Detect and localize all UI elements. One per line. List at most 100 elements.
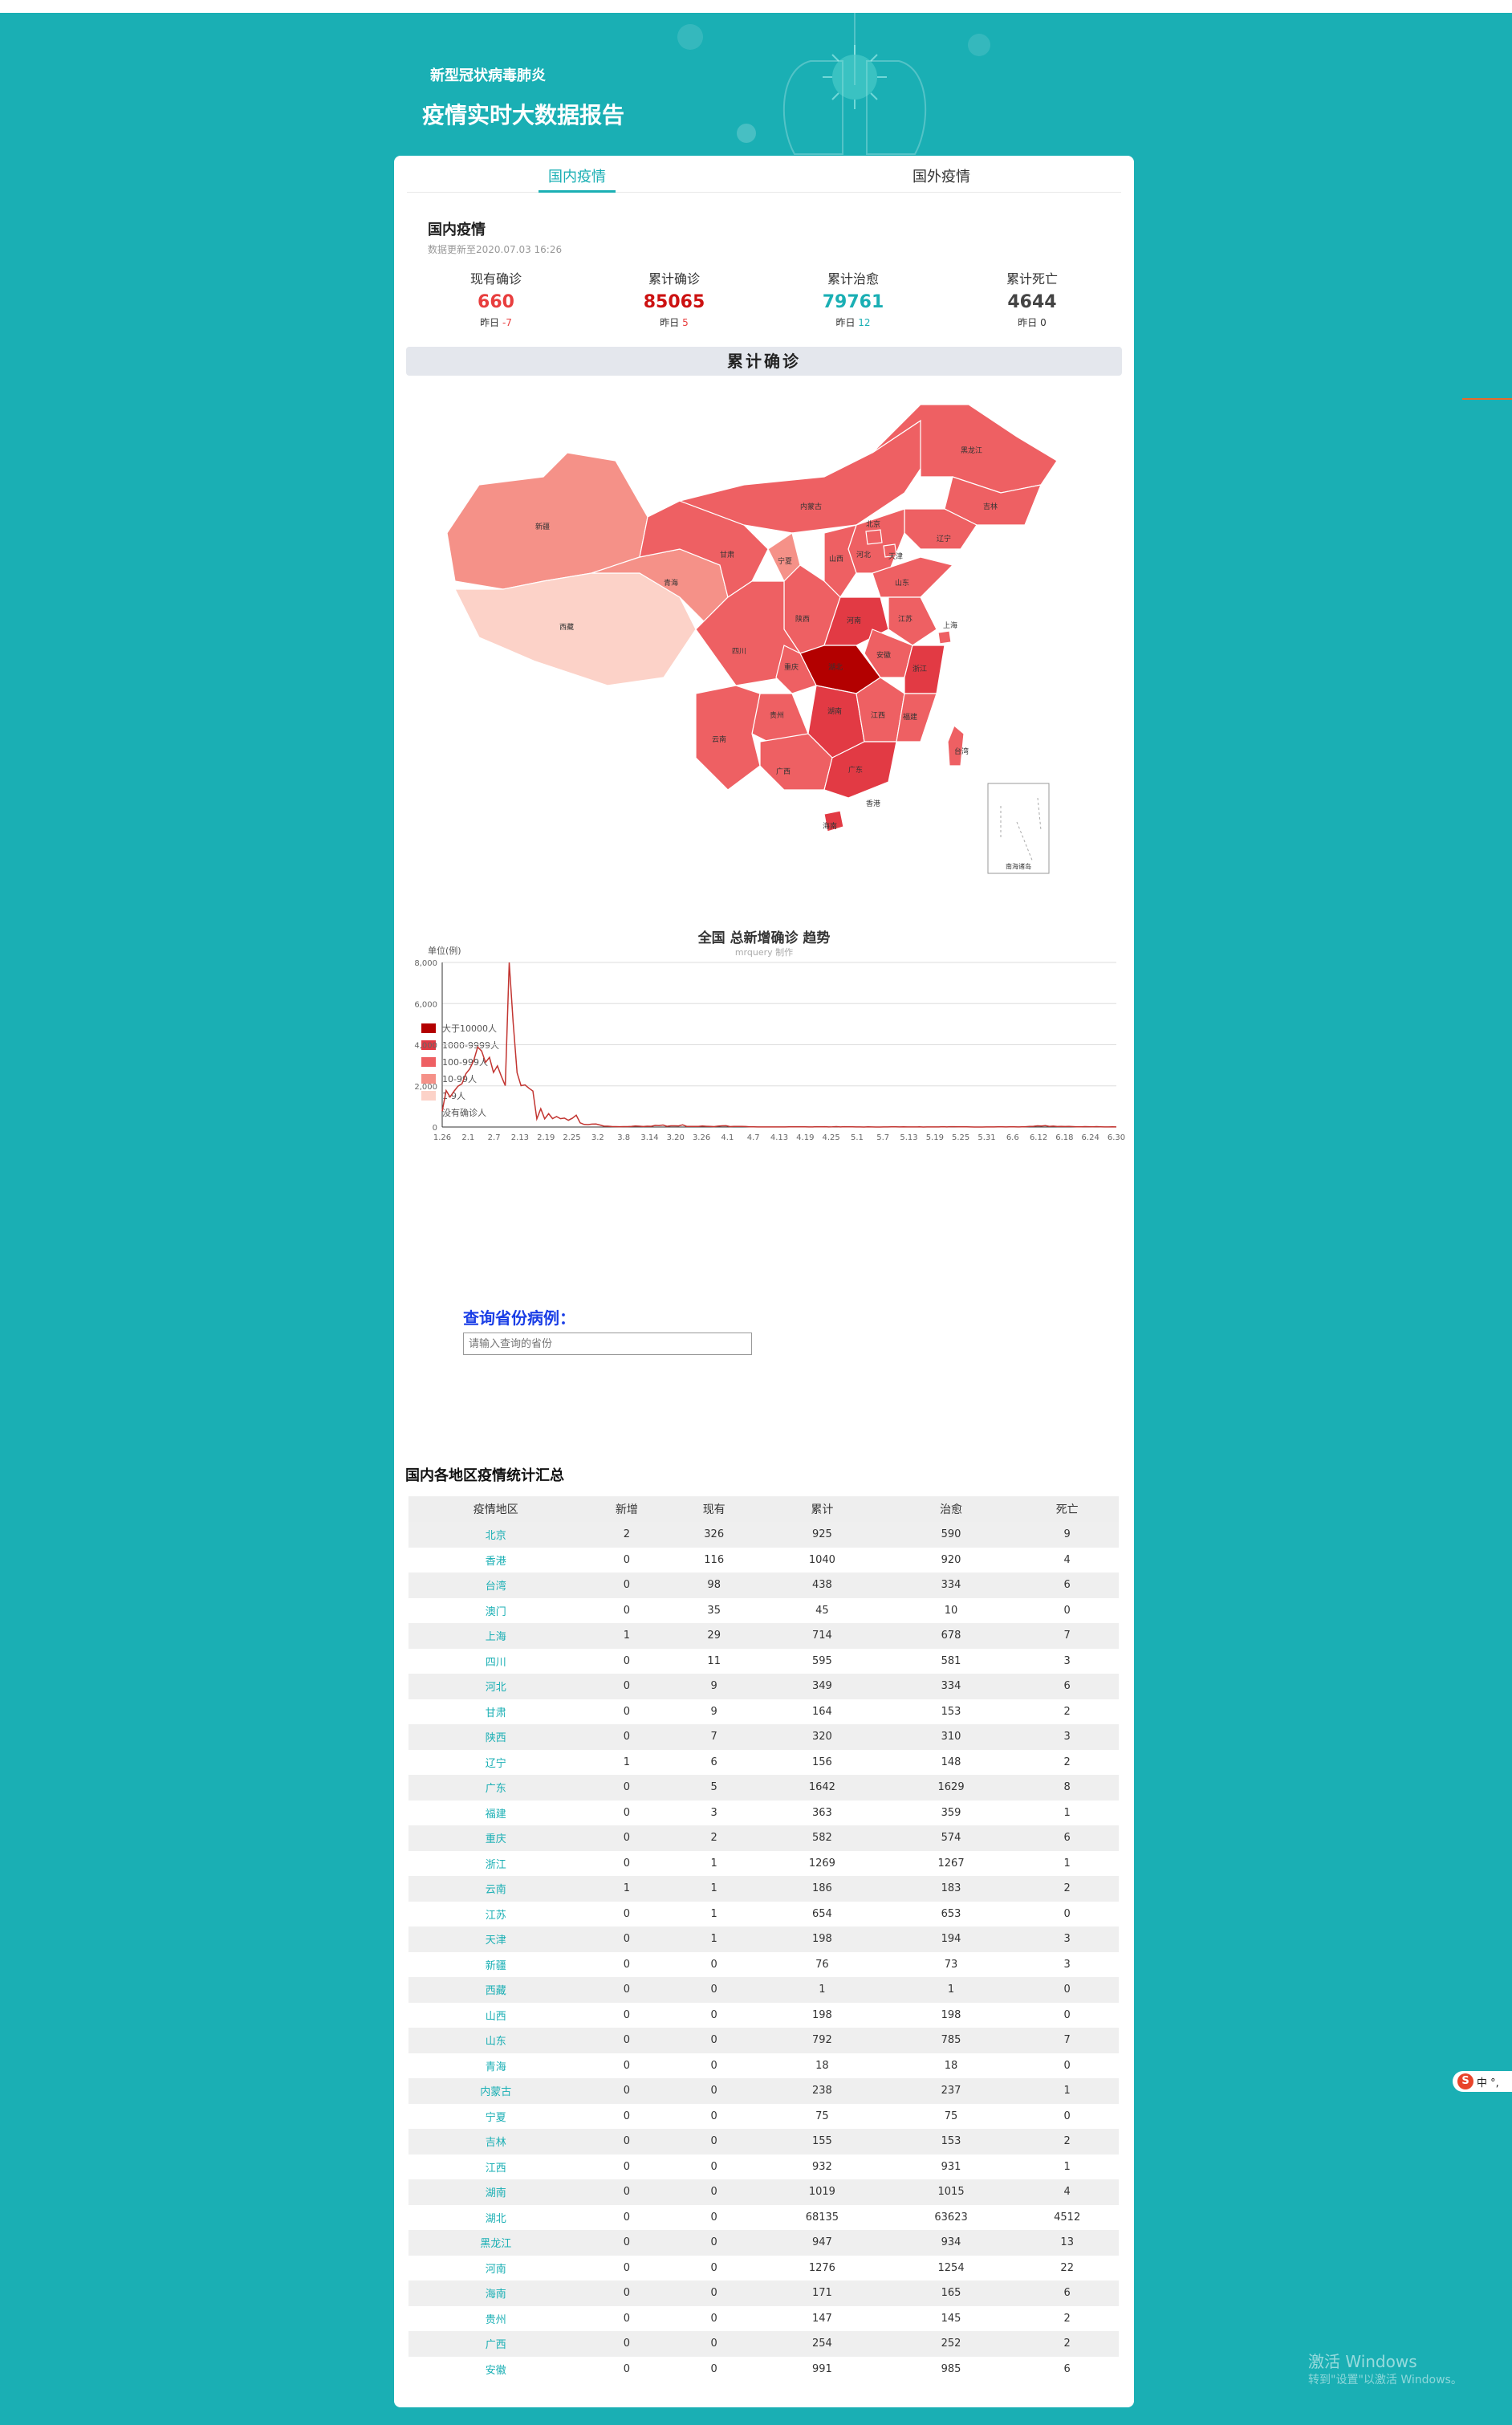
table-cell: 438 — [758, 1573, 887, 1598]
stat-label: 累计确诊 — [648, 271, 700, 287]
table-cell: 0 — [623, 2362, 631, 2375]
table-row: 天津 0 1 198 194 3 — [408, 1927, 1119, 1952]
table-cell: 0 — [710, 2312, 717, 2325]
region-link[interactable]: 江苏 — [485, 1909, 506, 1922]
stat-total: 累计确诊 85065 昨日 5 — [585, 268, 763, 329]
region-link[interactable]: 上海 — [408, 1623, 583, 1649]
map-label: 湖北 — [828, 663, 843, 672]
region-link[interactable]: 广东 — [408, 1775, 583, 1800]
region-link[interactable]: 四川 — [485, 1656, 506, 1669]
x-tick-label: 5.1 — [851, 1133, 864, 1142]
table-row: 广西 0 0 254 252 2 — [408, 2331, 1119, 2357]
map-label: 云南 — [712, 734, 726, 744]
table-cell: 3 — [1063, 1958, 1071, 1971]
region-link[interactable]: 山东 — [408, 2028, 583, 2053]
table-cell: 0 — [623, 2059, 631, 2072]
table-cell: 2 — [1063, 2312, 1071, 2325]
region-link[interactable]: 云南 — [408, 1876, 583, 1902]
region-link[interactable]: 天津 — [408, 1927, 583, 1952]
y-tick-label: 8,000 — [414, 959, 437, 968]
legend-item[interactable]: 没有确诊人 — [421, 1104, 499, 1121]
series-line[interactable] — [441, 962, 1117, 1128]
region-link[interactable]: 福建 — [485, 1808, 506, 1821]
table-cell: 1019 — [758, 2179, 887, 2205]
table-cell: 0 — [670, 2281, 758, 2306]
table-cell: 0 — [623, 1907, 631, 1920]
table-cell: 3 — [1063, 1654, 1071, 1667]
map-region-shanghai — [937, 630, 952, 645]
region-link[interactable]: 湖北 — [485, 2212, 506, 2225]
map-label: 台湾 — [954, 747, 969, 756]
table-cell: 0 — [1063, 1907, 1071, 1920]
region-link[interactable]: 台湾 — [408, 1573, 583, 1598]
region-link[interactable]: 北京 — [408, 1522, 583, 1548]
region-link[interactable]: 西藏 — [408, 1977, 583, 2003]
map-region-beijing — [865, 529, 883, 545]
table-cell: 0 — [623, 1604, 631, 1617]
china-map[interactable]: 新疆 西藏 青海 甘肃 宁夏 内蒙古 黑龙江 吉林 辽宁 北京 天津 河北 山西… — [407, 389, 1121, 1118]
table-cell: 1642 — [758, 1775, 887, 1800]
region-link[interactable]: 内蒙古 — [408, 2078, 583, 2104]
region-link[interactable]: 陕西 — [408, 1724, 583, 1750]
tab-foreign[interactable]: 国外疫情 — [912, 169, 970, 185]
stat-yesterday: 昨日 5 — [660, 317, 689, 328]
region-link[interactable]: 吉林 — [408, 2129, 583, 2154]
region-link[interactable]: 河南 — [485, 2263, 506, 2276]
region-link[interactable]: 安徽 — [485, 2364, 506, 2377]
region-link[interactable]: 宁夏 — [485, 2111, 506, 2124]
region-link[interactable]: 辽宁 — [485, 1757, 506, 1770]
region-link[interactable]: 江西 — [485, 2162, 506, 2175]
province-search-input[interactable] — [463, 1333, 752, 1355]
region-link[interactable]: 黑龙江 — [408, 2230, 583, 2256]
table-cell: 0 — [623, 1553, 631, 1566]
map-label: 河北 — [856, 550, 871, 559]
table-cell: 1 — [710, 1907, 717, 1920]
table-cell: 0 — [710, 2261, 717, 2274]
table-cell: 1 — [886, 1977, 1016, 2003]
trend-chart[interactable]: 0 2,000 4,000 6,000 8,000 1.26 2.1 2.7 2.13 2.19 2… — [394, 954, 1134, 1243]
region-link[interactable]: 山西 — [485, 2010, 506, 2023]
region-link[interactable]: 海南 — [408, 2281, 583, 2306]
y-tick-label: 4,000 — [414, 1042, 437, 1051]
map-label: 海南 — [823, 821, 837, 831]
table-cell: 198 — [941, 2008, 961, 2021]
ime-status: 中 °, — [1477, 2077, 1499, 2089]
ime-toolbar[interactable]: S 中 °, — [1453, 2071, 1512, 2092]
region-link[interactable]: 广西 — [408, 2331, 583, 2357]
region-link[interactable]: 湖南 — [408, 2179, 583, 2205]
region-link[interactable]: 新疆 — [485, 1959, 506, 1972]
region-link[interactable]: 重庆 — [408, 1825, 583, 1851]
legend-item[interactable]: 大于10000人 — [421, 1019, 499, 1036]
legend-item[interactable]: 100-999人 — [421, 1053, 499, 1070]
table-cell: 1 — [1015, 2078, 1119, 2104]
region-link[interactable]: 香港 — [485, 1555, 506, 1568]
region-link[interactable]: 河北 — [408, 1674, 583, 1699]
table-cell: 920 — [941, 1553, 961, 1566]
table-cell: 0 — [623, 2312, 631, 2325]
region-link[interactable]: 青海 — [485, 2061, 506, 2073]
map-label: 江苏 — [898, 614, 912, 624]
table-cell: 1040 — [808, 1553, 835, 1566]
region-link[interactable]: 浙江 — [485, 1858, 506, 1871]
table-cell: 581 — [941, 1654, 961, 1667]
sogou-logo-icon: S — [1457, 2073, 1473, 2089]
region-link[interactable]: 甘肃 — [485, 1707, 506, 1719]
browser-top-strip — [0, 0, 1512, 13]
stat-value: 4644 — [1007, 292, 1057, 312]
stat-yesterday: 昨日 12 — [835, 317, 871, 328]
table-cell: 0 — [623, 1705, 631, 1718]
table-header: 新增 — [583, 1496, 671, 1522]
table-cell: 1 — [623, 1756, 631, 1768]
legend-item[interactable]: 10-99人 — [421, 1070, 499, 1087]
tab-domestic[interactable]: 国内疫情 — [539, 162, 616, 193]
table-cell: 714 — [758, 1623, 887, 1649]
region-link[interactable]: 贵州 — [485, 2313, 506, 2326]
map-label: 吉林 — [983, 502, 998, 511]
table-cell: 1276 — [808, 2261, 835, 2274]
x-tick-label: 6.30 — [1108, 1133, 1125, 1142]
table-cell: 0 — [583, 1724, 671, 1750]
map-label: 山东 — [895, 578, 909, 588]
table-cell: 0 — [583, 2078, 671, 2104]
map-region-anhui — [864, 629, 913, 678]
region-link[interactable]: 澳门 — [485, 1605, 506, 1618]
